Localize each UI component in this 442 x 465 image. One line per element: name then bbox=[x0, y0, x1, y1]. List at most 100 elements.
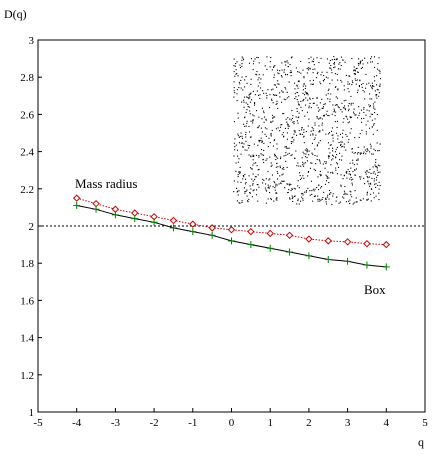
x-axis: -5 -4 -3 -2 -1 0 1 2 3 4 5 bbox=[33, 408, 428, 429]
inset-dot bbox=[302, 100, 304, 102]
inset-dot bbox=[379, 70, 381, 72]
inset-dot bbox=[353, 164, 355, 166]
inset-dot bbox=[293, 195, 295, 197]
inset-dot bbox=[269, 156, 271, 158]
inset-dot bbox=[280, 126, 282, 128]
inset-dot bbox=[273, 116, 275, 118]
inset-dot bbox=[237, 194, 239, 196]
inset-dot bbox=[368, 176, 370, 178]
inset-dot bbox=[273, 66, 275, 68]
inset-dot bbox=[299, 133, 301, 135]
inset-dot bbox=[299, 175, 301, 177]
inset-dot bbox=[375, 195, 377, 197]
inset-dot bbox=[339, 159, 341, 161]
inset-dot bbox=[316, 116, 318, 118]
inset-dot bbox=[316, 155, 318, 157]
inset-dot bbox=[312, 98, 314, 100]
inset-dot bbox=[372, 103, 374, 105]
inset-dot bbox=[258, 62, 260, 64]
data-point bbox=[363, 239, 371, 248]
inset-dot bbox=[374, 183, 376, 185]
inset-dot bbox=[311, 152, 313, 154]
inset-dot bbox=[276, 100, 278, 102]
inset-dot bbox=[248, 175, 250, 177]
inset-dot bbox=[360, 152, 362, 154]
inset-dot bbox=[372, 85, 374, 87]
inset-dot bbox=[258, 77, 260, 79]
inset-dot bbox=[275, 128, 277, 130]
inset-dot bbox=[336, 73, 338, 75]
inset-dot bbox=[276, 197, 278, 199]
data-point bbox=[305, 252, 313, 260]
inset-dot bbox=[309, 190, 311, 192]
inset-dot bbox=[252, 114, 254, 116]
inset-dot bbox=[325, 174, 327, 176]
inset-dot bbox=[351, 148, 353, 150]
inset-dot bbox=[318, 118, 320, 120]
inset-dot bbox=[281, 101, 283, 103]
inset-dot bbox=[267, 146, 269, 148]
inset-dot bbox=[340, 143, 342, 145]
inset-dot bbox=[296, 84, 298, 86]
inset-dot bbox=[244, 117, 246, 119]
inset-dot bbox=[360, 60, 362, 62]
inset-dot bbox=[345, 193, 347, 195]
inset-dot bbox=[339, 133, 341, 135]
y-tick-label: 2.6 bbox=[20, 109, 34, 121]
inset-dot bbox=[332, 172, 334, 174]
inset-dot bbox=[310, 130, 312, 132]
inset-dot bbox=[274, 65, 276, 67]
inset-dot bbox=[335, 96, 337, 98]
inset-dot bbox=[263, 110, 265, 112]
inset-dot bbox=[365, 133, 367, 135]
inset-dot bbox=[281, 69, 283, 71]
inset-dot bbox=[263, 121, 265, 123]
inset-dot bbox=[312, 130, 314, 132]
inset-dot bbox=[253, 155, 255, 157]
inset-dot bbox=[370, 188, 372, 190]
inset-dot bbox=[319, 140, 321, 142]
inset-dot bbox=[316, 57, 318, 59]
inset-dot bbox=[246, 120, 248, 122]
inset-dot bbox=[241, 201, 243, 203]
inset-dot bbox=[297, 180, 299, 182]
inset-dot bbox=[366, 192, 368, 194]
inset-dot bbox=[344, 109, 346, 111]
inset-dot bbox=[297, 122, 299, 124]
inset-dot bbox=[342, 59, 344, 61]
inset-dot bbox=[315, 134, 317, 136]
inset-dot bbox=[288, 81, 290, 83]
inset-dot bbox=[319, 81, 321, 83]
inset-dot bbox=[322, 129, 324, 131]
inset-dot bbox=[351, 80, 353, 82]
inset-dot bbox=[256, 56, 258, 58]
inset-dot bbox=[313, 195, 315, 197]
inset-dot bbox=[322, 163, 324, 165]
inset-dot bbox=[239, 64, 241, 66]
data-point bbox=[189, 228, 197, 236]
inset-dot bbox=[305, 156, 307, 158]
inset-dot bbox=[348, 121, 350, 123]
inset-dot bbox=[302, 89, 304, 91]
inset-dot bbox=[376, 142, 378, 144]
inset-dot bbox=[249, 192, 251, 194]
inset-dot bbox=[373, 105, 375, 107]
inset-dot bbox=[302, 199, 304, 201]
inset-dot bbox=[308, 58, 310, 60]
inset-dot bbox=[276, 94, 278, 96]
inset-dot bbox=[377, 89, 379, 91]
inset-dot bbox=[252, 119, 254, 121]
inset-dot bbox=[292, 200, 294, 202]
inset-dot bbox=[257, 144, 259, 146]
inset-dot bbox=[246, 109, 248, 111]
inset-dot bbox=[291, 137, 293, 139]
inset-dot bbox=[233, 96, 235, 98]
inset-dot bbox=[358, 114, 360, 116]
inset-dot bbox=[323, 103, 325, 105]
inset-dot bbox=[372, 153, 374, 155]
inset-dot bbox=[278, 183, 280, 185]
inset-dot bbox=[324, 103, 326, 105]
inset-dot bbox=[313, 58, 315, 60]
inset-dot bbox=[321, 107, 323, 109]
inset-dot bbox=[239, 172, 241, 174]
